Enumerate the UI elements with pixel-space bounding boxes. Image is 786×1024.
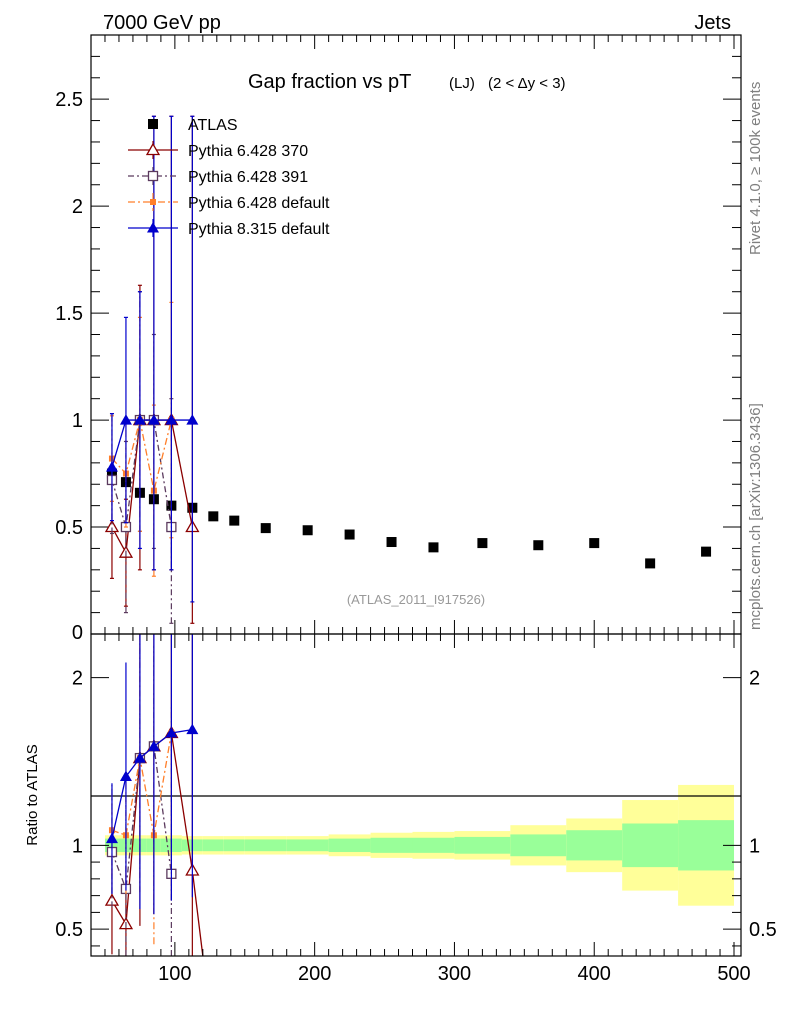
point-atlas: [533, 540, 544, 551]
ratio-series-p8def: [105, 634, 199, 915]
ratio-data-layer: [104, 634, 204, 957]
legend-marker-p370: [145, 142, 161, 156]
legend-marker-p6def: [150, 199, 156, 205]
ratio-panel: 0.5 0.5 1 1 2 2 100 200 300 400 500 Ratio to ATLAS: [24, 633, 777, 985]
point-atlas: [589, 538, 600, 549]
main-ytick-label: 2: [72, 196, 83, 218]
band-inner-bin: [244, 839, 287, 852]
rivet-label: Rivet 4.1.0, ≥ 100k events: [747, 82, 764, 255]
point-atlas: [229, 515, 240, 526]
point-p8def: [105, 461, 118, 472]
point-atlas: [645, 558, 656, 569]
point-atlas: [302, 525, 313, 536]
xtick-label: 100: [158, 963, 191, 985]
band-inner-bin: [510, 834, 567, 857]
series-p391: [106, 291, 177, 624]
legend-marker-atlas: [148, 119, 158, 129]
ratio-line-p391: [111, 745, 173, 890]
point-atlas: [428, 542, 439, 553]
mcplots-label: mcplots.cern.ch [arXiv:1306.3436]: [747, 403, 764, 630]
point-atlas: [208, 511, 219, 522]
ratio-point-p8def: [119, 770, 132, 782]
ratio-axis-ticks: 0.5 0.5 1 1 2 2 100 200 300 400 500: [55, 634, 777, 985]
point-p8def: [165, 414, 178, 425]
band-inner-bin: [202, 839, 224, 852]
series-p8def: [105, 115, 199, 603]
point-p8def: [186, 414, 199, 425]
header-right: Jets: [694, 12, 731, 34]
series-p6def: [108, 301, 175, 577]
main-ytick-zero-label: 0: [72, 622, 83, 644]
ratio-point-p8def: [147, 740, 160, 751]
ratio-point-p8def: [105, 832, 118, 844]
band-inner-bin: [412, 837, 455, 853]
main-axis-ticks: 0.5 1 1.5 2 2.5 0: [55, 35, 741, 644]
ratio-uncertainty-band: [104, 784, 735, 906]
legend: ATLAS Pythia 6.428 370 Pythia 6.428 391 Pyt…: [128, 117, 330, 238]
ratio-ytick-label-right: 0.5: [749, 919, 777, 941]
band-inner-bin: [454, 836, 511, 854]
main-ytick-label: 0.5: [55, 517, 83, 539]
series-line-p8def: [111, 419, 193, 468]
point-p8def: [147, 414, 160, 425]
ratio-ytick-label-right: 2: [749, 668, 760, 690]
main-ytick-label: 2.5: [55, 89, 83, 111]
legend-label-p8def: Pythia 8.315 default: [188, 221, 330, 238]
series-line-p6def: [111, 419, 173, 491]
band-inner-bin: [286, 839, 329, 852]
point-atlas: [477, 538, 488, 549]
main-panel: 0.5 1 1.5 2 2.5 0 Gap fraction vs pT (LJ) (2 …: [55, 34, 742, 644]
main-ytick-label: 1.5: [55, 303, 83, 325]
ratio-line-p8def: [111, 728, 193, 839]
point-atlas: [701, 546, 712, 557]
chart-title-range: (2 < Δy < 3): [488, 75, 566, 92]
band-inner-bin: [566, 830, 623, 861]
ratio-ytick-label-left: 2: [72, 668, 83, 690]
legend-marker-p391: [147, 170, 159, 182]
chart-title: Gap fraction vs pT: [248, 71, 411, 93]
main-ytick-label: 1: [72, 410, 83, 432]
legend-label-p391: Pythia 6.428 391: [188, 169, 308, 186]
ratio-ytick-label-left: 0.5: [55, 919, 83, 941]
xtick-label: 400: [578, 963, 611, 985]
xtick-label: 500: [717, 963, 750, 985]
point-atlas: [260, 523, 271, 534]
band-inner-bin: [622, 823, 679, 868]
series-atlas: [106, 468, 712, 569]
band-inner-bin: [370, 837, 413, 853]
band-inner-bin: [223, 839, 245, 852]
ratio-point-p8def: [186, 723, 199, 735]
band-inner-bin: [328, 838, 371, 853]
point-atlas: [386, 537, 397, 548]
header-left: 7000 GeV pp: [103, 12, 221, 34]
analysis-watermark: (ATLAS_2011_I917526): [347, 592, 485, 607]
legend-label-atlas: ATLAS: [188, 117, 238, 134]
ratio-series-p6def: [108, 634, 175, 945]
ratio-ylabel: Ratio to ATLAS: [24, 744, 41, 845]
main-data-layer: [104, 115, 712, 624]
legend-label-p370: Pythia 6.428 370: [188, 143, 308, 160]
ratio-ytick-label-left: 1: [72, 835, 83, 857]
point-p8def: [119, 414, 132, 425]
legend-marker-p8def: [147, 222, 159, 233]
point-atlas: [344, 529, 355, 540]
series-p370: [104, 115, 200, 624]
legend-label-p6def: Pythia 6.428 default: [188, 195, 330, 212]
point-p8def: [133, 414, 146, 425]
xtick-label: 300: [438, 963, 471, 985]
ratio-line-p6def: [111, 732, 173, 837]
xtick-label: 200: [298, 963, 331, 985]
ratio-point-p8def: [165, 726, 178, 738]
ratio-series-p391: [106, 634, 177, 956]
ratio-frame: [90, 633, 742, 957]
ratio-point-p8def: [133, 752, 146, 763]
ratio-ytick-label-right: 1: [749, 835, 760, 857]
chart-title-sub: (LJ): [449, 75, 475, 92]
